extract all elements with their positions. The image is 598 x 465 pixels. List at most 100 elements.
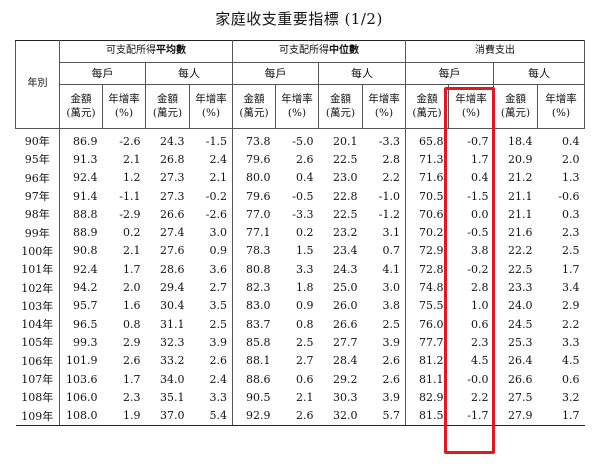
table-cell: 95.7: [73, 299, 98, 313]
table-row: 90年 86.9 -2.6 24.3 -1.5 73.8 -5.0 20.1 -3.3 65.8 -…: [15, 128, 585, 151]
amount-header: 金額 (萬元): [145, 84, 190, 129]
table-cell: 2.2: [362, 168, 406, 187]
table-cell: 0.6: [471, 317, 489, 331]
table-cell: 24.5: [508, 317, 533, 331]
table-cell: -0.6: [558, 189, 580, 203]
table-cell: 1.7: [562, 262, 580, 276]
table-cell: 4.5: [471, 354, 489, 368]
table-cell: 22.8: [333, 189, 358, 203]
table-cell: 26.0: [333, 299, 358, 313]
table-cell: 92.4: [73, 171, 98, 185]
table-cell: 28.6: [160, 262, 185, 276]
table-cell: -0.7: [467, 134, 489, 148]
row-year: 102年: [15, 278, 60, 297]
row-year: 95年: [15, 150, 60, 169]
table-cell: 2.1: [296, 390, 314, 404]
table-cell: 30.4: [160, 299, 185, 313]
table-cell: 72.9: [419, 244, 444, 258]
table-cell: 81.5: [405, 406, 449, 426]
table-cell: 22.5: [333, 207, 358, 221]
table-cell: 76.0: [419, 317, 444, 331]
table-cell: 101.9: [66, 354, 98, 368]
table-cell: 86.9: [73, 134, 98, 148]
table-cell: 99.3: [73, 335, 98, 349]
table-row: 103年 95.7 1.6 30.4 3.5 83.0 0.9 26.0 3.8 75.5 1.0 2…: [15, 296, 585, 315]
table-cell: 88.1: [246, 354, 271, 368]
table-cell: 35.1: [160, 390, 185, 404]
row-year: 107年: [15, 369, 60, 389]
table-cell: 2.7: [296, 354, 314, 368]
table-cell: 2.8: [362, 150, 406, 169]
table-cell: 2.6: [123, 354, 141, 368]
table-cell: 2.2: [562, 317, 580, 331]
table-row: 100年 90.8 2.1 27.6 0.9 78.3 1.5 23.4 0.7 72.9 3.8 2…: [15, 241, 585, 261]
table-cell: 2.5: [189, 314, 233, 334]
table-cell: 83.7: [246, 317, 271, 331]
table-cell: 23.3: [508, 281, 533, 295]
table-cell: 80.8: [246, 262, 271, 276]
table-cell: 3.9: [362, 333, 406, 352]
table-row: 98年 88.8 -2.9 26.6 -2.6 77.0 -3.3 22.5 -1.2 70.6 0…: [15, 205, 585, 224]
table-cell: 73.8: [246, 134, 271, 148]
growth-header: 年增率 (%): [448, 84, 494, 129]
group-header-consumption: 消費支出: [405, 40, 585, 63]
page-title: 家庭收支重要指標 (1/2): [215, 10, 383, 28]
table-cell: 2.7: [189, 278, 233, 297]
amount-header: 金額 (萬元): [59, 84, 103, 129]
table-cell: 2.6: [362, 351, 406, 370]
table-cell: 0.4: [562, 134, 580, 148]
table-cell: -2.6: [189, 205, 233, 224]
row-year: 105年: [15, 333, 60, 352]
row-year: 97年: [15, 186, 60, 206]
table-cell: 2.9: [562, 299, 580, 313]
table-cell: 0.2: [296, 226, 314, 240]
table-cell: 5.4: [189, 406, 233, 426]
table-cell: 2.1: [123, 244, 141, 258]
table-row: 108年 106.0 2.3 35.1 3.3 90.5 2.1 30.3 3.9 82.9 2.2…: [15, 388, 585, 407]
row-year: 98年: [15, 205, 60, 224]
table-cell: 70.2: [419, 226, 444, 240]
table-body: 90年 86.9 -2.6 24.3 -1.5 73.8 -5.0 20.1 -3.3 65.8-…: [15, 128, 585, 426]
table-cell: 0.6: [296, 372, 314, 386]
table-cell: 2.4: [189, 369, 233, 389]
table-cell: 92.9: [232, 406, 276, 426]
table-row: 97年 91.4 -1.1 27.3 -0.2 79.6 -0.5 22.8 -1.0 70.5 -…: [15, 186, 585, 206]
table-cell: 0.3: [562, 207, 580, 221]
table-cell: 34.0: [160, 372, 185, 386]
amount-header: 金額 (萬元): [493, 84, 538, 129]
table-cell: 21.1: [508, 207, 533, 221]
household-income-table: 年別 可支配所得平均數 可支配所得中位數 消費支出 每戶 每人 每戶 每人 每戶…: [15, 40, 585, 426]
table-cell: 27.5: [508, 390, 533, 404]
table-cell: -0.5: [292, 189, 314, 203]
table-cell: 31.1: [160, 317, 185, 331]
row-year: 108年: [15, 388, 60, 407]
table-cell: 81.1: [419, 372, 444, 386]
table-cell: 77.0: [246, 207, 271, 221]
group-header-mean: 可支配所得平均數: [59, 40, 233, 63]
table-cell: 91.4: [73, 189, 98, 203]
table-cell: 2.6: [189, 351, 233, 370]
table-cell: 3.3: [562, 335, 580, 349]
row-year: 99年: [15, 223, 60, 242]
table-cell: 72.8: [419, 262, 444, 276]
table-cell: 81.2: [419, 354, 444, 368]
table-cell: 30.3: [333, 390, 358, 404]
table-cell: 1.5: [296, 244, 314, 258]
table-cell: 3.9: [189, 333, 233, 352]
table-cell: 21.2: [508, 171, 533, 185]
table-cell: 22.5: [508, 262, 533, 276]
table-cell: 32.0: [318, 406, 363, 426]
table-cell: 0.9: [189, 241, 233, 261]
table-cell: 2.8: [471, 281, 489, 295]
table-cell: 2.5: [562, 244, 580, 258]
row-year: 101年: [15, 260, 60, 279]
table-cell: 0.4: [296, 171, 314, 185]
table-cell: -1.1: [119, 189, 141, 203]
table-cell: 2.3: [123, 390, 141, 404]
table-cell: 2.2: [471, 390, 489, 404]
table-cell: 18.4: [508, 134, 533, 148]
table-cell: 103.6: [66, 372, 98, 386]
table-cell: 0.8: [296, 317, 314, 331]
table-cell: 28.4: [333, 354, 358, 368]
table-cell: 70.6: [419, 207, 444, 221]
